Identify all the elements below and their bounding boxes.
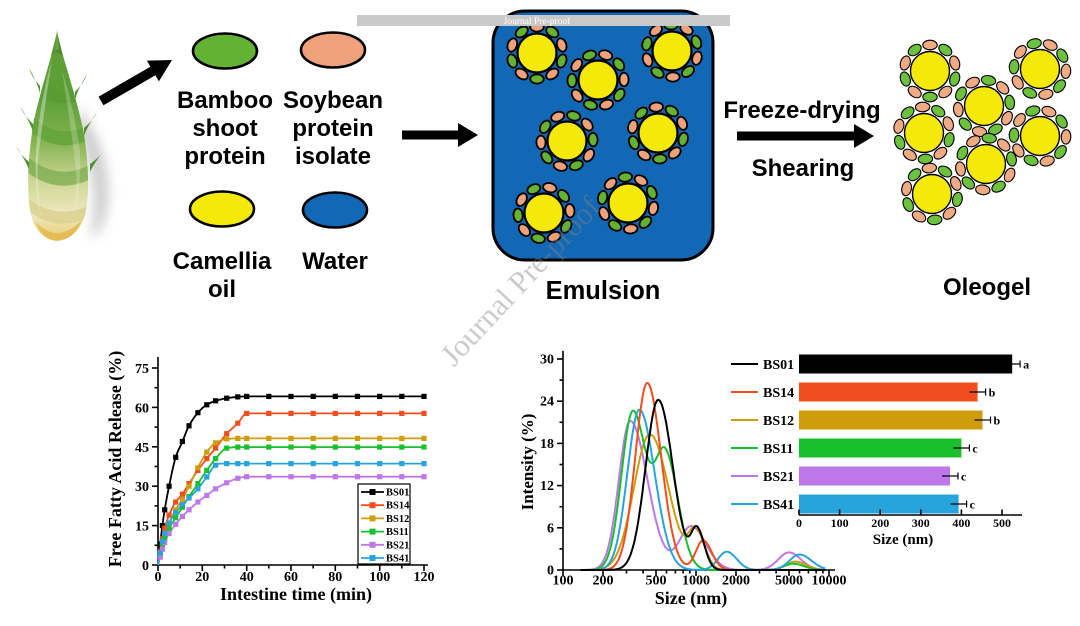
svg-text:Size (nm): Size (nm) xyxy=(655,588,727,609)
svg-text:5000: 5000 xyxy=(775,574,803,589)
svg-text:500: 500 xyxy=(993,516,1011,530)
svg-text:80: 80 xyxy=(328,570,342,585)
svg-text:300: 300 xyxy=(912,516,930,530)
svg-text:c: c xyxy=(970,498,976,512)
svg-text:Journal Pre-proof: Journal Pre-proof xyxy=(504,16,572,27)
svg-text:0: 0 xyxy=(547,564,554,579)
svg-text:120: 120 xyxy=(414,570,435,585)
svg-text:45: 45 xyxy=(135,441,149,456)
svg-text:200: 200 xyxy=(593,574,614,589)
svg-text:20: 20 xyxy=(195,570,209,585)
svg-text:BS21: BS21 xyxy=(386,540,409,551)
svg-text:BS41: BS41 xyxy=(386,554,409,565)
svg-text:0: 0 xyxy=(142,559,149,574)
svg-text:BS21: BS21 xyxy=(763,470,794,485)
svg-text:60: 60 xyxy=(284,570,298,585)
svg-text:10000: 10000 xyxy=(812,574,847,589)
svg-text:oil: oil xyxy=(208,276,236,303)
svg-text:12: 12 xyxy=(540,479,554,494)
svg-text:BS14: BS14 xyxy=(386,501,410,512)
svg-text:400: 400 xyxy=(952,516,970,530)
svg-text:15: 15 xyxy=(135,520,149,535)
svg-text:60: 60 xyxy=(135,401,149,416)
svg-text:Soybean: Soybean xyxy=(283,87,383,114)
svg-text:Free Fatty Acid Release (%): Free Fatty Acid Release (%) xyxy=(105,351,126,568)
svg-text:BS11: BS11 xyxy=(386,527,409,538)
svg-text:40: 40 xyxy=(240,570,254,585)
svg-text:BS01: BS01 xyxy=(763,358,794,373)
svg-text:Oleogel: Oleogel xyxy=(943,274,1031,301)
svg-text:a: a xyxy=(1023,358,1029,372)
svg-text:200: 200 xyxy=(871,516,889,530)
svg-text:c: c xyxy=(972,442,978,456)
svg-text:b: b xyxy=(994,414,1001,428)
svg-text:30: 30 xyxy=(540,353,554,368)
svg-text:500: 500 xyxy=(646,574,667,589)
svg-text:Water: Water xyxy=(302,248,368,275)
svg-text:isolate: isolate xyxy=(295,143,371,170)
svg-text:BS41: BS41 xyxy=(763,498,794,513)
svg-text:Emulsion: Emulsion xyxy=(546,277,661,305)
svg-text:6: 6 xyxy=(547,521,554,536)
svg-text:Intestine time (min): Intestine time (min) xyxy=(220,584,372,605)
svg-text:shoot: shoot xyxy=(192,115,257,142)
svg-text:BS12: BS12 xyxy=(386,514,409,525)
svg-text:BS01: BS01 xyxy=(386,488,409,499)
svg-text:1000: 1000 xyxy=(682,574,710,589)
svg-text:0: 0 xyxy=(155,570,162,585)
svg-text:c: c xyxy=(961,470,967,484)
svg-text:75: 75 xyxy=(135,362,149,377)
svg-text:100: 100 xyxy=(369,570,390,585)
svg-text:2000: 2000 xyxy=(722,574,750,589)
svg-text:30: 30 xyxy=(135,480,149,495)
svg-text:BS12: BS12 xyxy=(763,414,794,429)
svg-text:Camellia: Camellia xyxy=(173,248,272,275)
svg-text:protein: protein xyxy=(184,143,265,170)
svg-text:0: 0 xyxy=(796,516,802,530)
svg-text:Intensity (%): Intensity (%) xyxy=(518,414,537,511)
svg-text:18: 18 xyxy=(540,437,554,452)
svg-text:Freeze-drying: Freeze-drying xyxy=(723,97,880,124)
svg-text:Shearing: Shearing xyxy=(752,155,855,182)
svg-text:Size (nm): Size (nm) xyxy=(873,532,933,548)
svg-text:24: 24 xyxy=(540,395,554,410)
svg-text:Bamboo: Bamboo xyxy=(177,87,273,114)
svg-text:BS14: BS14 xyxy=(763,386,794,401)
svg-text:protein: protein xyxy=(292,115,373,142)
svg-text:BS11: BS11 xyxy=(763,442,793,457)
svg-text:100: 100 xyxy=(831,516,849,530)
svg-text:b: b xyxy=(989,386,996,400)
svg-text:100: 100 xyxy=(553,574,574,589)
